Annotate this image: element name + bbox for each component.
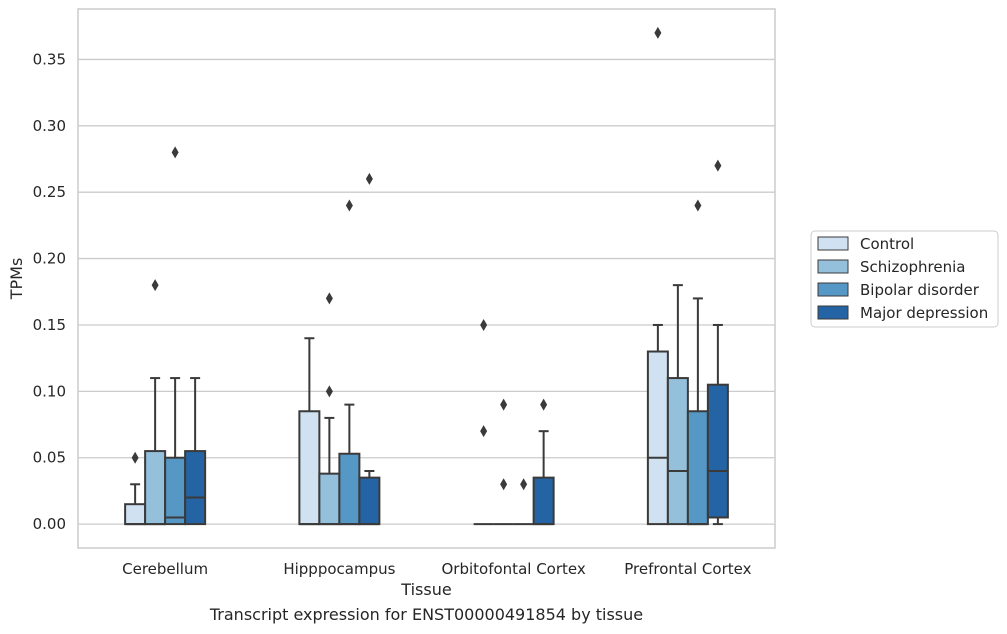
y-tick-label: 0.20: [33, 250, 66, 268]
legend: Control Schizophrenia Bipolar disorder Majo…: [810, 230, 999, 328]
box-major-depression: [184, 377, 207, 526]
box: [706, 383, 729, 519]
x-tick-label: Cerebellum: [122, 560, 208, 578]
box-schizophrenia: [318, 292, 341, 526]
box: [532, 476, 555, 526]
outlier-point: [480, 318, 488, 331]
y-tick-label: 0.00: [33, 515, 66, 533]
box-major-depression: [532, 398, 555, 526]
legend-label: Control: [860, 235, 914, 253]
y-tick-label: 0.35: [33, 50, 66, 68]
box-control: [473, 318, 494, 526]
box: [338, 452, 361, 526]
box: [318, 472, 341, 526]
outlier-point: [325, 385, 333, 398]
y-tick-label: 0.30: [33, 117, 66, 135]
outlier-point: [714, 159, 722, 172]
y-tick-label: 0.10: [33, 382, 66, 400]
y-tick-label: 0.15: [33, 316, 66, 334]
y-tick-labels: 0.00 0.05 0.10 0.15 0.20 0.25 0.30 0.35: [33, 50, 66, 533]
box-schizophrenia: [666, 284, 689, 526]
box: [358, 476, 381, 526]
box-schizophrenia: [493, 398, 514, 526]
outlier-point: [171, 146, 179, 159]
y-tick-label: 0.05: [33, 449, 66, 467]
box-bipolar-disorder: [338, 199, 361, 526]
y-axis-label: TPMs: [7, 258, 26, 301]
box: [666, 377, 689, 526]
legend-label: Major depression: [860, 304, 988, 322]
legend-swatch: [817, 236, 849, 251]
outlier-point: [325, 292, 333, 305]
box-control: [298, 337, 321, 526]
outlier-point: [345, 199, 353, 212]
x-axis-label: Tissue: [400, 580, 451, 599]
box-major-depression: [358, 172, 381, 526]
box: [124, 503, 147, 526]
box: [686, 410, 709, 526]
outlier-point: [500, 398, 508, 411]
x-tick-label: Prefrontal Cortex: [624, 560, 751, 578]
x-tick-label: Orbitofontal Cortex: [442, 560, 586, 578]
legend-swatch: [817, 282, 849, 297]
box: [144, 450, 167, 526]
box-bipolar-disorder: [513, 478, 534, 526]
outlier-point: [480, 425, 488, 438]
legend-swatch: [817, 305, 849, 320]
outlier-point: [151, 279, 159, 292]
box-major-depression: [706, 159, 729, 526]
plot-frame: [77, 8, 776, 549]
y-tick-label: 0.25: [33, 183, 66, 201]
box-control: [646, 26, 669, 526]
legend-frame: [810, 230, 999, 328]
chart-caption: Transcript expression for ENST0000049185…: [209, 605, 644, 624]
x-tick-label: Hipppocampus: [283, 560, 395, 578]
box-bipolar-disorder: [164, 146, 187, 526]
outlier-point: [365, 172, 373, 185]
outlier-point: [500, 478, 508, 491]
box-bipolar-disorder: [686, 199, 709, 526]
box: [298, 410, 321, 526]
legend-swatch: [817, 259, 849, 274]
box: [184, 450, 207, 526]
outlier-point: [520, 478, 528, 491]
outlier-point: [654, 26, 662, 39]
box: [646, 350, 669, 526]
outlier-point: [540, 398, 548, 411]
box-plots: [124, 26, 729, 526]
box-control: [124, 451, 147, 526]
x-tick-labels: Cerebellum Hipppocampus Orbitofontal Corte…: [122, 560, 751, 578]
legend-label: Schizophrenia: [860, 258, 965, 276]
outlier-point: [131, 451, 139, 464]
box-schizophrenia: [144, 279, 167, 526]
outlier-point: [694, 199, 702, 212]
box: [164, 456, 187, 526]
legend-label: Bipolar disorder: [860, 281, 980, 299]
